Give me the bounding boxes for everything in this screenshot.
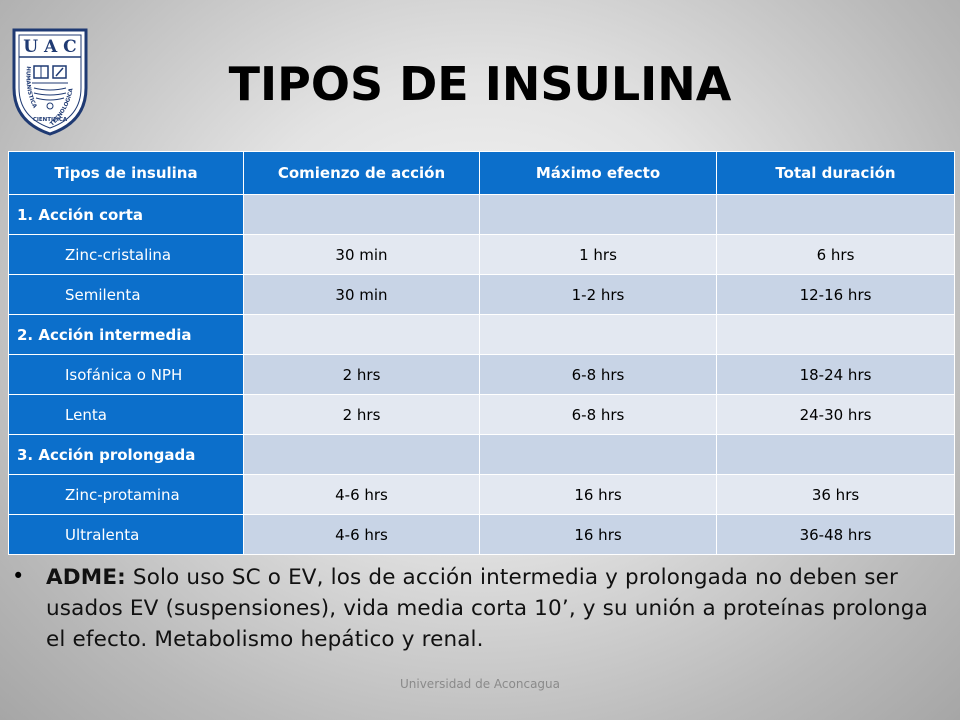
cell-peak: 16 hrs <box>479 514 717 555</box>
university-logo: U A C HUMANISTICA TECNOLOGICA CIENTIFICA <box>12 28 88 136</box>
row-label: 1. Acción corta <box>8 194 244 235</box>
header-peak: Máximo efecto <box>479 151 717 195</box>
row-label: Semilenta <box>8 274 244 315</box>
cell-onset: 2 hrs <box>243 394 480 435</box>
footer-text: Universidad de Aconcagua <box>399 677 560 691</box>
bullet-text: ADME: Solo uso SC o EV, los de acción in… <box>46 562 932 655</box>
cell-peak <box>479 194 717 235</box>
svg-text:CIENTIFICA: CIENTIFICA <box>33 117 68 123</box>
table-row-group: 1. Acción corta <box>8 194 955 235</box>
insulin-types-table: Tipos de insulina Comienzo de acción Máx… <box>8 151 955 555</box>
cell-duration: 24-30 hrs <box>716 394 955 435</box>
table-row-group: 2. Acción intermedia <box>8 314 955 355</box>
bullet-point: • ADME: Solo uso SC o EV, los de acción … <box>12 562 932 655</box>
cell-duration <box>716 314 955 355</box>
cell-duration: 12-16 hrs <box>716 274 955 315</box>
table-row-group: 3. Acción prolongada <box>8 434 955 475</box>
cell-duration <box>716 194 955 235</box>
row-label: 2. Acción intermedia <box>8 314 244 355</box>
row-label: 3. Acción prolongada <box>8 434 244 475</box>
header-onset: Comienzo de acción <box>243 151 480 195</box>
cell-peak: 6-8 hrs <box>479 394 717 435</box>
cell-peak <box>479 314 717 355</box>
cell-peak: 16 hrs <box>479 474 717 515</box>
header-duration: Total duración <box>716 151 955 195</box>
cell-duration: 36 hrs <box>716 474 955 515</box>
table-row: Zinc-protamina 4-6 hrs 16 hrs 36 hrs <box>8 474 955 515</box>
svg-text:U A C: U A C <box>23 37 76 57</box>
header-type: Tipos de insulina <box>8 151 244 195</box>
cell-duration: 6 hrs <box>716 234 955 275</box>
row-label: Isofánica o NPH <box>8 354 244 395</box>
table-row: Lenta 2 hrs 6-8 hrs 24-30 hrs <box>8 394 955 435</box>
cell-duration: 36-48 hrs <box>716 514 955 555</box>
cell-onset: 30 min <box>243 274 480 315</box>
cell-peak: 6-8 hrs <box>479 354 717 395</box>
row-label: Lenta <box>8 394 244 435</box>
cell-peak <box>479 434 717 475</box>
row-label: Zinc-cristalina <box>8 234 244 275</box>
table-row: Zinc-cristalina 30 min 1 hrs 6 hrs <box>8 234 955 275</box>
table-row: Semilenta 30 min 1-2 hrs 12-16 hrs <box>8 274 955 315</box>
cell-onset: 2 hrs <box>243 354 480 395</box>
cell-peak: 1-2 hrs <box>479 274 717 315</box>
row-label: Ultralenta <box>8 514 244 555</box>
cell-peak: 1 hrs <box>479 234 717 275</box>
bullet-label: ADME: <box>46 565 126 590</box>
cell-onset <box>243 314 480 355</box>
cell-onset: 4-6 hrs <box>243 514 480 555</box>
cell-duration: 18-24 hrs <box>716 354 955 395</box>
cell-onset: 4-6 hrs <box>243 474 480 515</box>
cell-onset <box>243 194 480 235</box>
table-header-row: Tipos de insulina Comienzo de acción Máx… <box>8 151 955 195</box>
cell-onset <box>243 434 480 475</box>
cell-duration <box>716 434 955 475</box>
table-row: Ultralenta 4-6 hrs 16 hrs 36-48 hrs <box>8 514 955 555</box>
table-row: Isofánica o NPH 2 hrs 6-8 hrs 18-24 hrs <box>8 354 955 395</box>
slide-title: TIPOS DE INSULINA <box>228 57 732 111</box>
bullet-body: Solo uso SC o EV, los de acción intermed… <box>46 565 928 652</box>
row-label: Zinc-protamina <box>8 474 244 515</box>
cell-onset: 30 min <box>243 234 480 275</box>
bullet-dot-icon: • <box>12 564 25 588</box>
